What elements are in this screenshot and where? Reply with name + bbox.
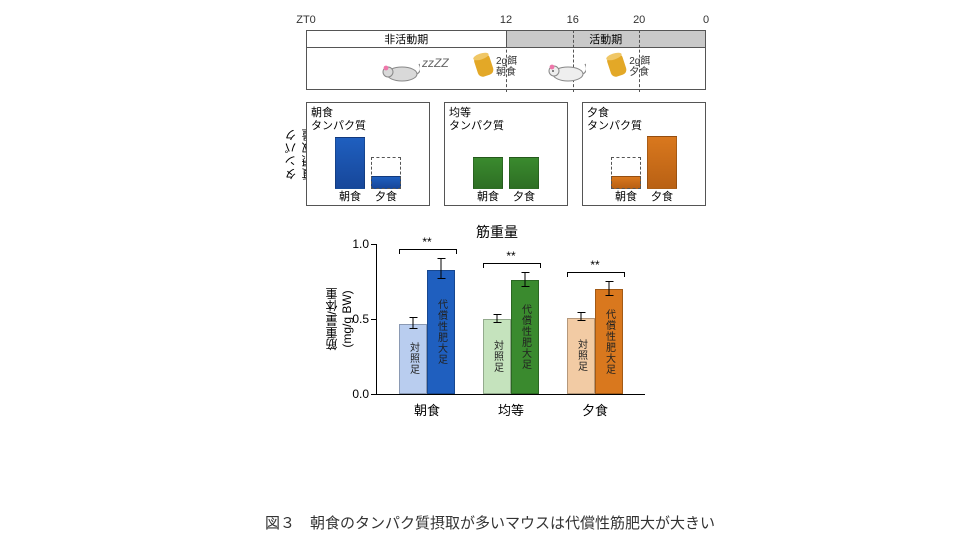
timeline-tick-label: ZT0 [296, 14, 316, 26]
muscle-chart-ylabel: 筋重量/体重 (mg/g BW) [325, 287, 355, 350]
protein-panel-title: 均等タンパク質 [449, 107, 504, 133]
figure-caption: 図３ 朝食のタンパク質摂取が多いマウスは代償性筋肥大が大きい [0, 512, 980, 533]
protein-panel-dinner: 夕食タンパク質朝食夕食 [582, 102, 706, 206]
timeline-tick-label: 16 [567, 14, 579, 26]
muscle-weight-chart: 筋重量 筋重量/体重 (mg/g BW) 0.00.51.0対照足代償性肥大足*… [332, 228, 662, 438]
protein-bar-xlabel: 朝食 [473, 188, 503, 204]
muscle-chart-bar-label: 対照足 [490, 340, 505, 373]
significance-bracket [399, 249, 457, 254]
protein-bar-xlabel: 夕食 [647, 188, 677, 204]
muscle-chart-xlabel: 夕食 [582, 400, 608, 419]
significance-marker: ** [590, 258, 599, 272]
pellet-breakfast-amount: 2g餌 [496, 56, 517, 67]
muscle-chart-bar-hyper: 代償性肥大足 [427, 270, 455, 395]
muscle-chart-bar-label: 代償性肥大足 [602, 309, 617, 375]
pellet-dinner-amount: 2g餌 [629, 56, 650, 67]
muscle-chart-error-bar [581, 312, 582, 321]
protein-bar-xlabel: 夕食 [509, 188, 539, 204]
muscle-chart-bar-control: 対照足 [399, 324, 427, 395]
protein-panel-bars [583, 131, 705, 189]
muscle-chart-bar-label: 代償性肥大足 [518, 304, 533, 370]
muscle-chart-ytick-label: 0.5 [352, 312, 369, 326]
protein-panel-bars [307, 131, 429, 189]
food-pellet-breakfast-label: 2g餌 朝食 [496, 56, 517, 78]
protein-bar-xlabel: 朝食 [335, 188, 365, 204]
muscle-chart-error-bar [609, 281, 610, 296]
muscle-chart-bar-label: 対照足 [574, 339, 589, 372]
significance-marker: ** [422, 235, 431, 249]
protein-panel-title: 朝食タンパク質 [311, 107, 366, 133]
muscle-chart-bar-control: 対照足 [483, 319, 511, 394]
protein-panel-breakfast: 朝食タンパク質朝食夕食 [306, 102, 430, 206]
significance-bracket [483, 263, 541, 268]
muscle-chart-error-bar [413, 317, 414, 329]
muscle-chart-group: 対照足代償性肥大足 [557, 289, 633, 394]
timeline-active-phase: 活動期 [507, 31, 706, 47]
protein-panel-xlabels: 朝食夕食 [583, 188, 705, 204]
muscle-chart-bar-hyper: 代償性肥大足 [511, 280, 539, 394]
protein-panel-equal: 均等タンパク質朝食夕食 [444, 102, 568, 206]
muscle-chart-group: 対照足代償性肥大足 [473, 280, 549, 394]
muscle-chart-bar-control: 対照足 [567, 318, 595, 395]
timeline-tick-label: 0 [703, 14, 709, 26]
protein-bar [473, 157, 503, 189]
muscle-chart-bar-hyper: 代償性肥大足 [595, 289, 623, 394]
timeline-inactive-label: 非活動期 [384, 31, 428, 47]
significance-marker: ** [506, 249, 515, 263]
muscle-chart-error-bar [497, 314, 498, 323]
muscle-chart-error-bar [525, 272, 526, 287]
protein-bar [509, 157, 539, 189]
pellet-dinner-meal: 夕食 [629, 67, 649, 78]
timeline-inactive-phase: 非活動期 [307, 31, 507, 47]
muscle-chart-xlabel: 朝食 [414, 400, 440, 419]
protein-reference-outline [371, 157, 401, 189]
food-pellet-dinner-label: 2g餌 夕食 [629, 56, 650, 78]
muscle-chart-error-bar [441, 258, 442, 279]
muscle-chart-title: 筋重量 [476, 222, 518, 242]
mouse-sleeping-icon [378, 58, 420, 82]
protein-bar [647, 136, 677, 189]
muscle-chart-ylabel-l1: 筋重量/体重 [325, 287, 339, 350]
pellet-breakfast-meal: 朝食 [496, 67, 516, 78]
protein-intake-panels: タンパク質摂取量 朝食タンパク質朝食夕食均等タンパク質朝食夕食夕食タンパク質朝食… [306, 102, 706, 206]
timeline-tick-label: 20 [633, 14, 645, 26]
timeline-active-label: 活動期 [589, 31, 622, 47]
timeline-tick-label: 12 [500, 14, 512, 26]
muscle-chart-axes: 筋重量/体重 (mg/g BW) 0.00.51.0対照足代償性肥大足**朝食対… [376, 244, 645, 395]
figure: ZT01216200 非活動期 活動期 zzZZ [260, 18, 720, 438]
protein-panel-xlabels: 朝食夕食 [445, 188, 567, 204]
protein-panel-bars [445, 131, 567, 189]
protein-panel-title: 夕食タンパク質 [587, 107, 642, 133]
muscle-chart-bar-label: 代償性肥大足 [434, 299, 449, 365]
mouse-awake-icon [544, 58, 586, 82]
protein-bar-xlabel: 朝食 [611, 188, 641, 204]
sleep-text: zzZZ [422, 56, 449, 70]
protein-panel-xlabels: 朝食夕食 [307, 188, 429, 204]
timeline-panel: ZT01216200 非活動期 活動期 zzZZ [306, 18, 706, 96]
protein-bar [335, 137, 365, 189]
muscle-chart-group: 対照足代償性肥大足 [389, 270, 465, 395]
muscle-chart-bar-label: 対照足 [406, 342, 421, 375]
protein-reference-outline [611, 157, 641, 189]
muscle-chart-xlabel: 均等 [498, 400, 524, 419]
significance-bracket [567, 272, 625, 277]
muscle-chart-ytick-label: 1.0 [352, 237, 369, 251]
protein-bar-xlabel: 夕食 [371, 188, 401, 204]
muscle-chart-ytick-label: 0.0 [352, 387, 369, 401]
